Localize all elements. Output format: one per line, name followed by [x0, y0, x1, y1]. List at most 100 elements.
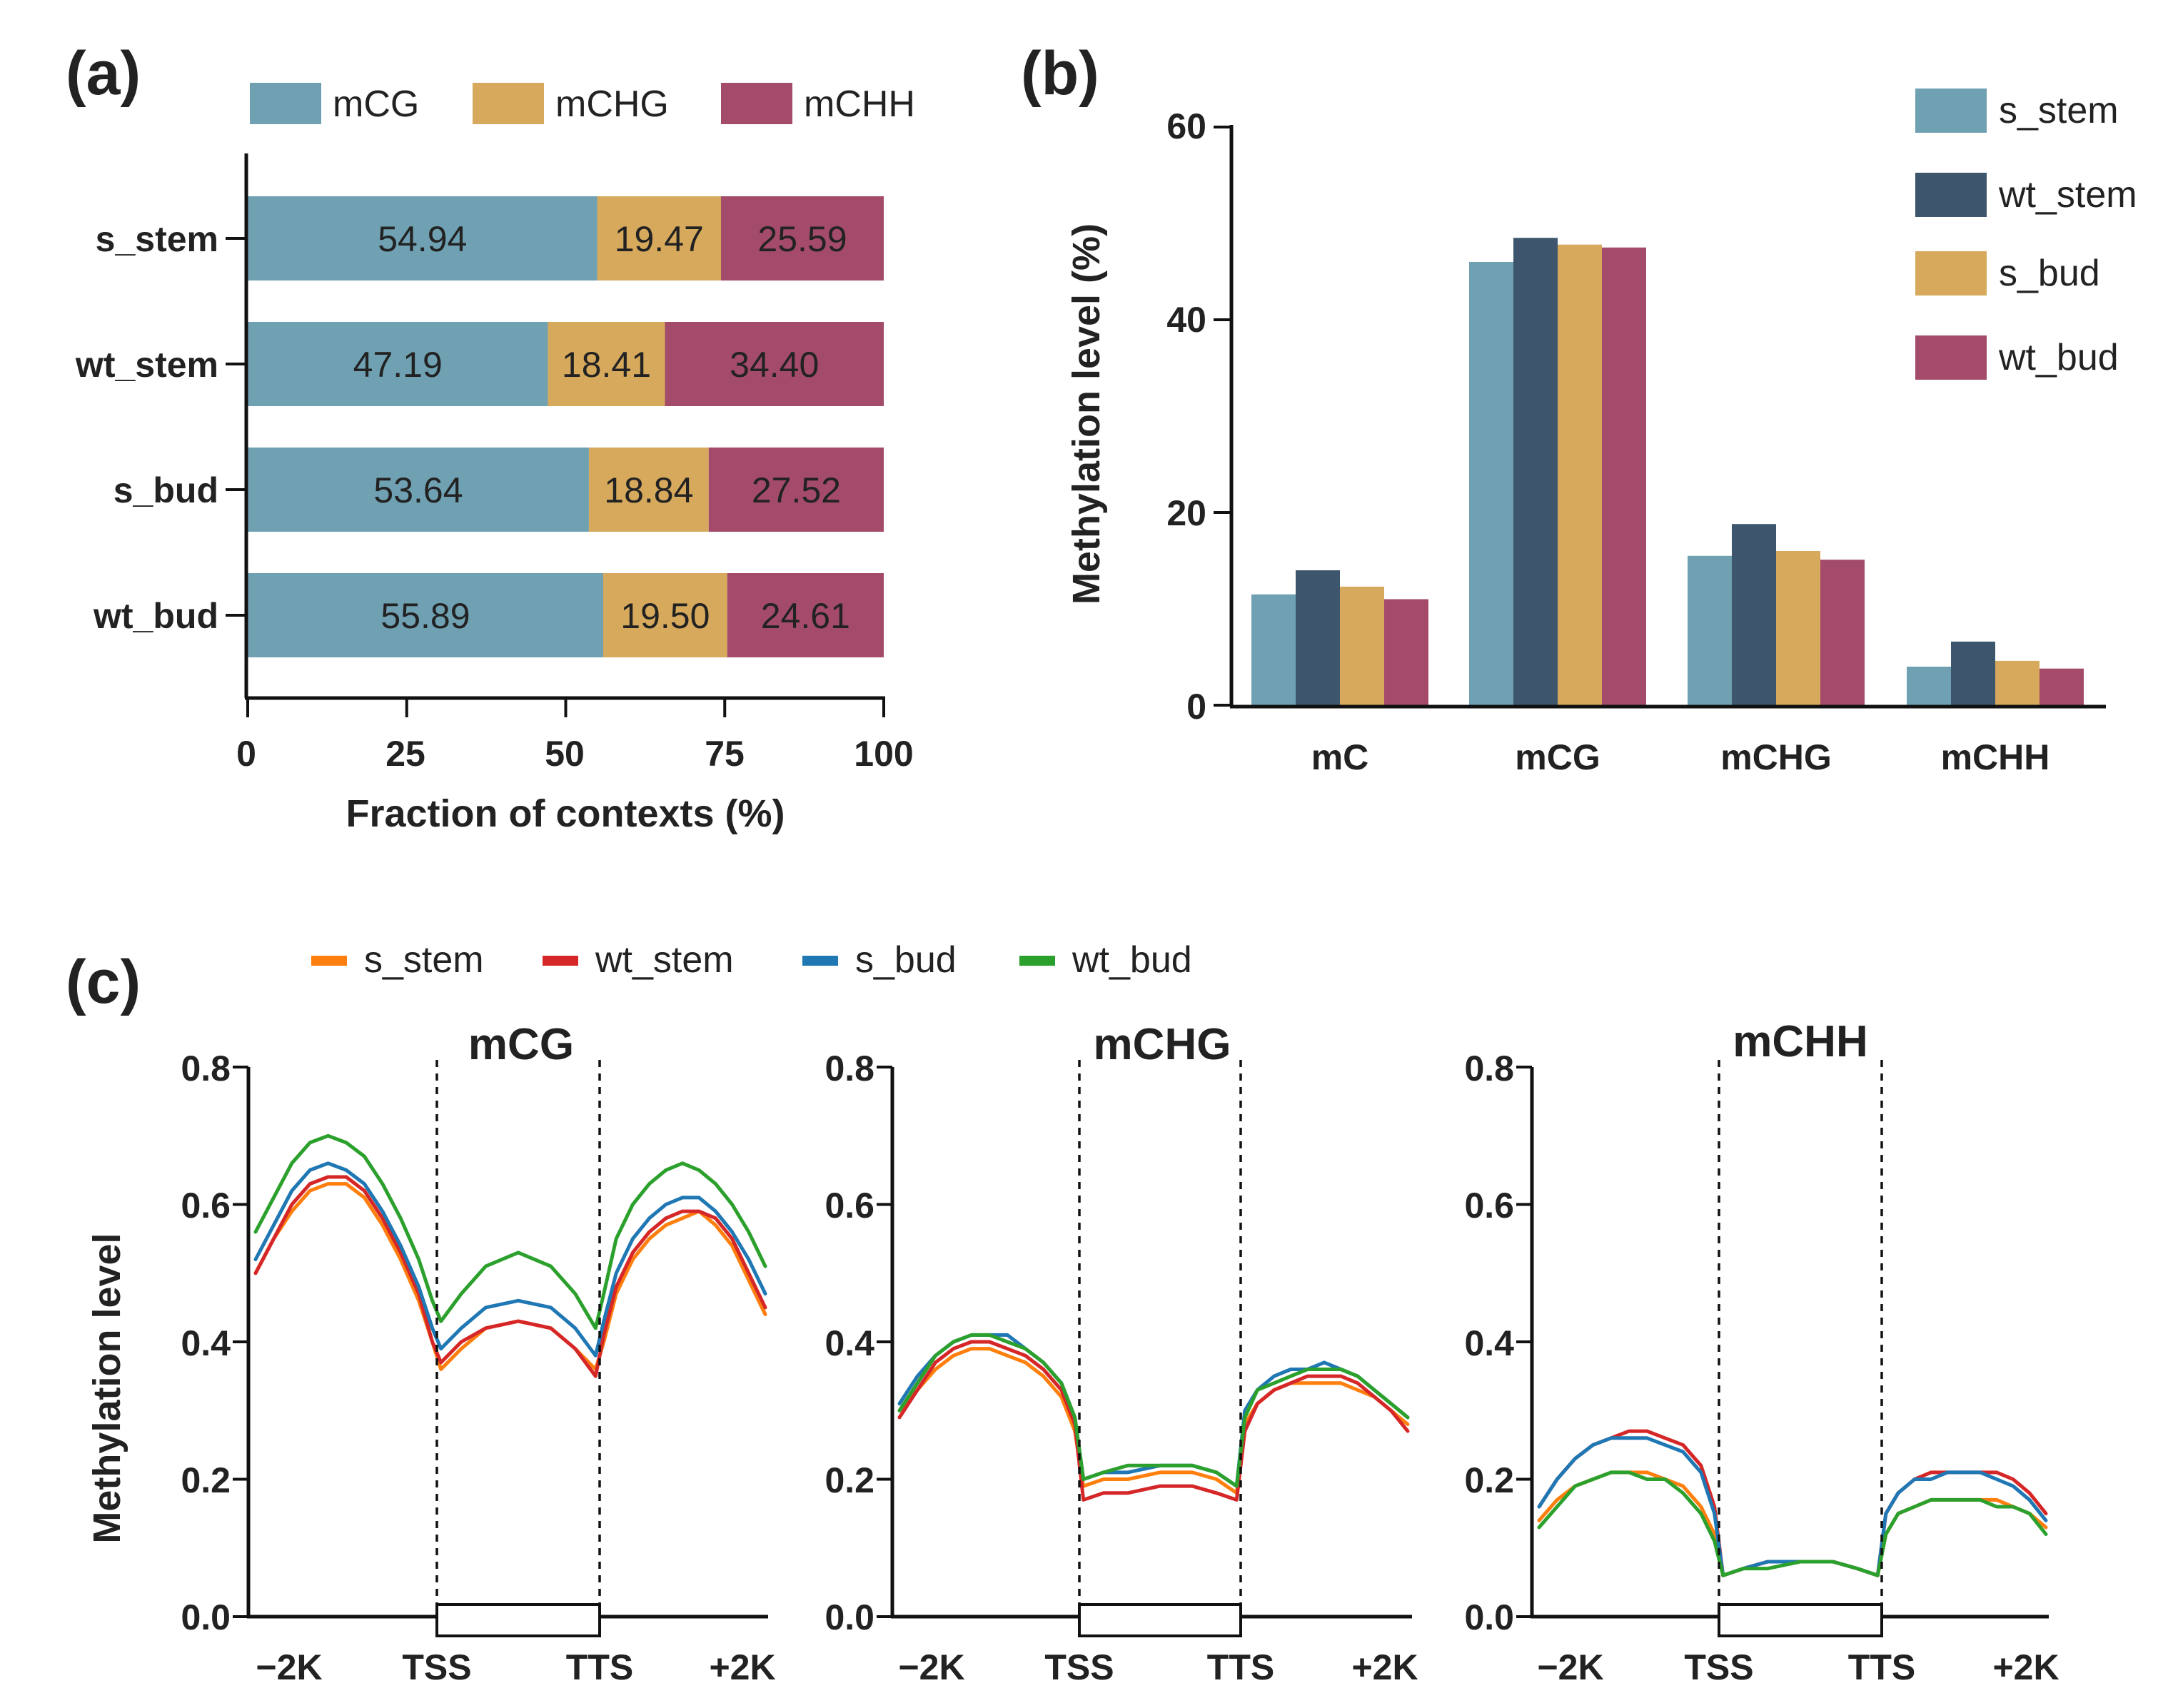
data-label: 18.84 [604, 470, 693, 510]
data-label: 27.52 [752, 470, 841, 510]
legend-label-s-stem: s_stem [364, 939, 484, 981]
data-label: 47.19 [353, 345, 443, 385]
bar-s-stem-mcg [1469, 262, 1513, 705]
c-lines-mchh [1516, 1066, 2048, 1618]
legend-line-s-bud [802, 956, 838, 966]
bar-wt-stem-mchh [1951, 641, 1995, 705]
a-category-label: wt_bud [93, 596, 218, 636]
b-y-tick-label: 20 [1166, 493, 1206, 533]
bar-mchg-s-stem [597, 196, 721, 281]
panel-c-label: (c) [66, 948, 141, 1016]
legend-label-s-bud: s_bud [855, 939, 957, 981]
a-category-label: wt_stem [75, 345, 218, 385]
a-category-label: s_stem [96, 219, 218, 259]
b-category-label: mCHG [1720, 737, 1832, 777]
b-category-label: mCG [1515, 737, 1600, 777]
panel-c-legend: s_stem wt_stem s_bud wt_bud [311, 939, 1192, 981]
panel-a-bars: 54.94 19.47 25.59 47.19 18.41 34.40 53.64 18.84… [248, 196, 884, 657]
legend-label-mchh: mCHH [804, 84, 915, 125]
data-label: 55.89 [380, 596, 470, 636]
data-label: 25.59 [757, 219, 847, 259]
c-x-tick-label: TSS [1044, 1647, 1114, 1687]
line-wt-bud-mchg [897, 1333, 1410, 1488]
b-y-ticks [1214, 126, 1231, 707]
c-y-tick-label: 0.6 [181, 1186, 231, 1226]
c-x-tick-label: +2K [1351, 1647, 1418, 1687]
bar-mchh-wt-stem [665, 322, 884, 406]
legend-swatch-s-bud [1915, 251, 1987, 295]
a-x-tick-label: 100 [854, 734, 913, 774]
panel-b-label: (b) [1021, 39, 1099, 108]
c-y-tick-label: 0.0 [825, 1597, 874, 1637]
line-s-bud-mcg [253, 1161, 767, 1358]
data-label: 18.41 [562, 345, 651, 385]
legend-label-mchg: mCHG [555, 84, 669, 125]
line-wt-bud-mchh [1537, 1470, 2048, 1577]
bar-mcg-s-stem [248, 196, 598, 281]
panel-a-legend: mCG mCHG mCHH [250, 83, 915, 125]
a-x-tick-label: 75 [705, 734, 745, 774]
c-y-tick-label: 0.4 [181, 1323, 231, 1363]
a-x-ticks [246, 698, 885, 717]
legend-line-wt-bud [1019, 956, 1055, 966]
bar-wt-bud-mc [1384, 599, 1428, 705]
c-y-tick-label: 0.2 [825, 1460, 874, 1500]
c-subplot-mcg: mCG 0.8 0.6 0.4 0.2 0.0 −2K TSS TTS +2K [181, 1020, 775, 1687]
legend-label-s-bud: s_bud [1999, 253, 2100, 294]
c-y-tick-label: 0.4 [1464, 1323, 1514, 1363]
c-y-tick-label: 0.8 [1464, 1048, 1514, 1088]
a-x-tick-label: 50 [545, 734, 585, 774]
c-lines-mcg [233, 1066, 767, 1618]
data-label: 34.40 [730, 345, 819, 385]
c-gene-body-box [435, 1603, 601, 1637]
legend-swatch-s-stem [1915, 89, 1987, 133]
data-label: 54.94 [378, 219, 467, 259]
bar-wt-bud-mchg [1820, 560, 1865, 705]
c-y-tick-label: 0.0 [1464, 1597, 1514, 1637]
bar-s-bud-mc [1340, 586, 1384, 705]
bar-s-stem-mchh [1907, 667, 1951, 705]
c-y-tick-label: 0.0 [181, 1597, 231, 1637]
line-s-stem-mchg [897, 1347, 1410, 1495]
c-x-tick-label: TTS [1848, 1647, 1915, 1687]
legend-label-wt-stem: wt_stem [1998, 174, 2137, 216]
panel-a: (a) mCG mCHG mCHH 54.94 19.47 25.59 47.19 18… [66, 39, 915, 835]
bar-s-stem-mchg [1688, 555, 1732, 705]
data-label: 53.64 [373, 470, 463, 510]
line-s-bud-mchh [1537, 1436, 2048, 1577]
legend-line-wt-stem [543, 956, 578, 966]
a-x-tick-label: 25 [385, 734, 425, 774]
c-subplot-title: mCG [468, 1020, 574, 1069]
c-x-tick-label: TSS [402, 1647, 471, 1687]
line-s-bud-mchg [897, 1333, 1410, 1488]
b-y-tick-label: 0 [1186, 687, 1206, 727]
legend-label-s-stem: s_stem [1999, 90, 2119, 131]
bar-mchg-s-bud [588, 448, 709, 532]
data-label: 19.50 [620, 596, 710, 636]
legend-label-mcg: mCG [333, 84, 419, 125]
bar-wt-stem-mc [1296, 570, 1340, 705]
legend-swatch-wt-stem [1915, 173, 1987, 217]
c-subplot-title: mCHH [1733, 1017, 1867, 1066]
bar-mchh-s-bud [708, 448, 884, 532]
legend-swatch-mchg [473, 83, 544, 124]
b-category-label: mC [1311, 737, 1369, 777]
bar-wt-bud-mcg [1602, 247, 1646, 705]
b-y-tick-label: 60 [1166, 106, 1206, 146]
c-y-axis-title: Methylation level [86, 1233, 128, 1543]
c-x-tick-label: +2K [709, 1647, 775, 1687]
panel-b-bars [1251, 238, 2084, 705]
legend-label-wt-bud: wt_bud [1998, 337, 2119, 378]
panel-b: (b) s_stem wt_stem s_bud wt_bud 0 20 40 … [1021, 39, 2137, 777]
line-wt-stem-mchg [897, 1340, 1410, 1502]
c-y-tick-label: 0.6 [1464, 1186, 1514, 1226]
bar-s-stem-mc [1251, 594, 1296, 705]
data-label: 24.61 [761, 596, 850, 636]
c-subplot-title: mCHG [1094, 1020, 1231, 1069]
c-x-tick-label: −2K [256, 1647, 322, 1687]
a-category-label: s_bud [114, 470, 218, 510]
line-wt-bud-mcg [253, 1133, 767, 1330]
legend-label-wt-stem: wt_stem [595, 939, 734, 981]
c-lines-mchg [877, 1066, 1410, 1618]
